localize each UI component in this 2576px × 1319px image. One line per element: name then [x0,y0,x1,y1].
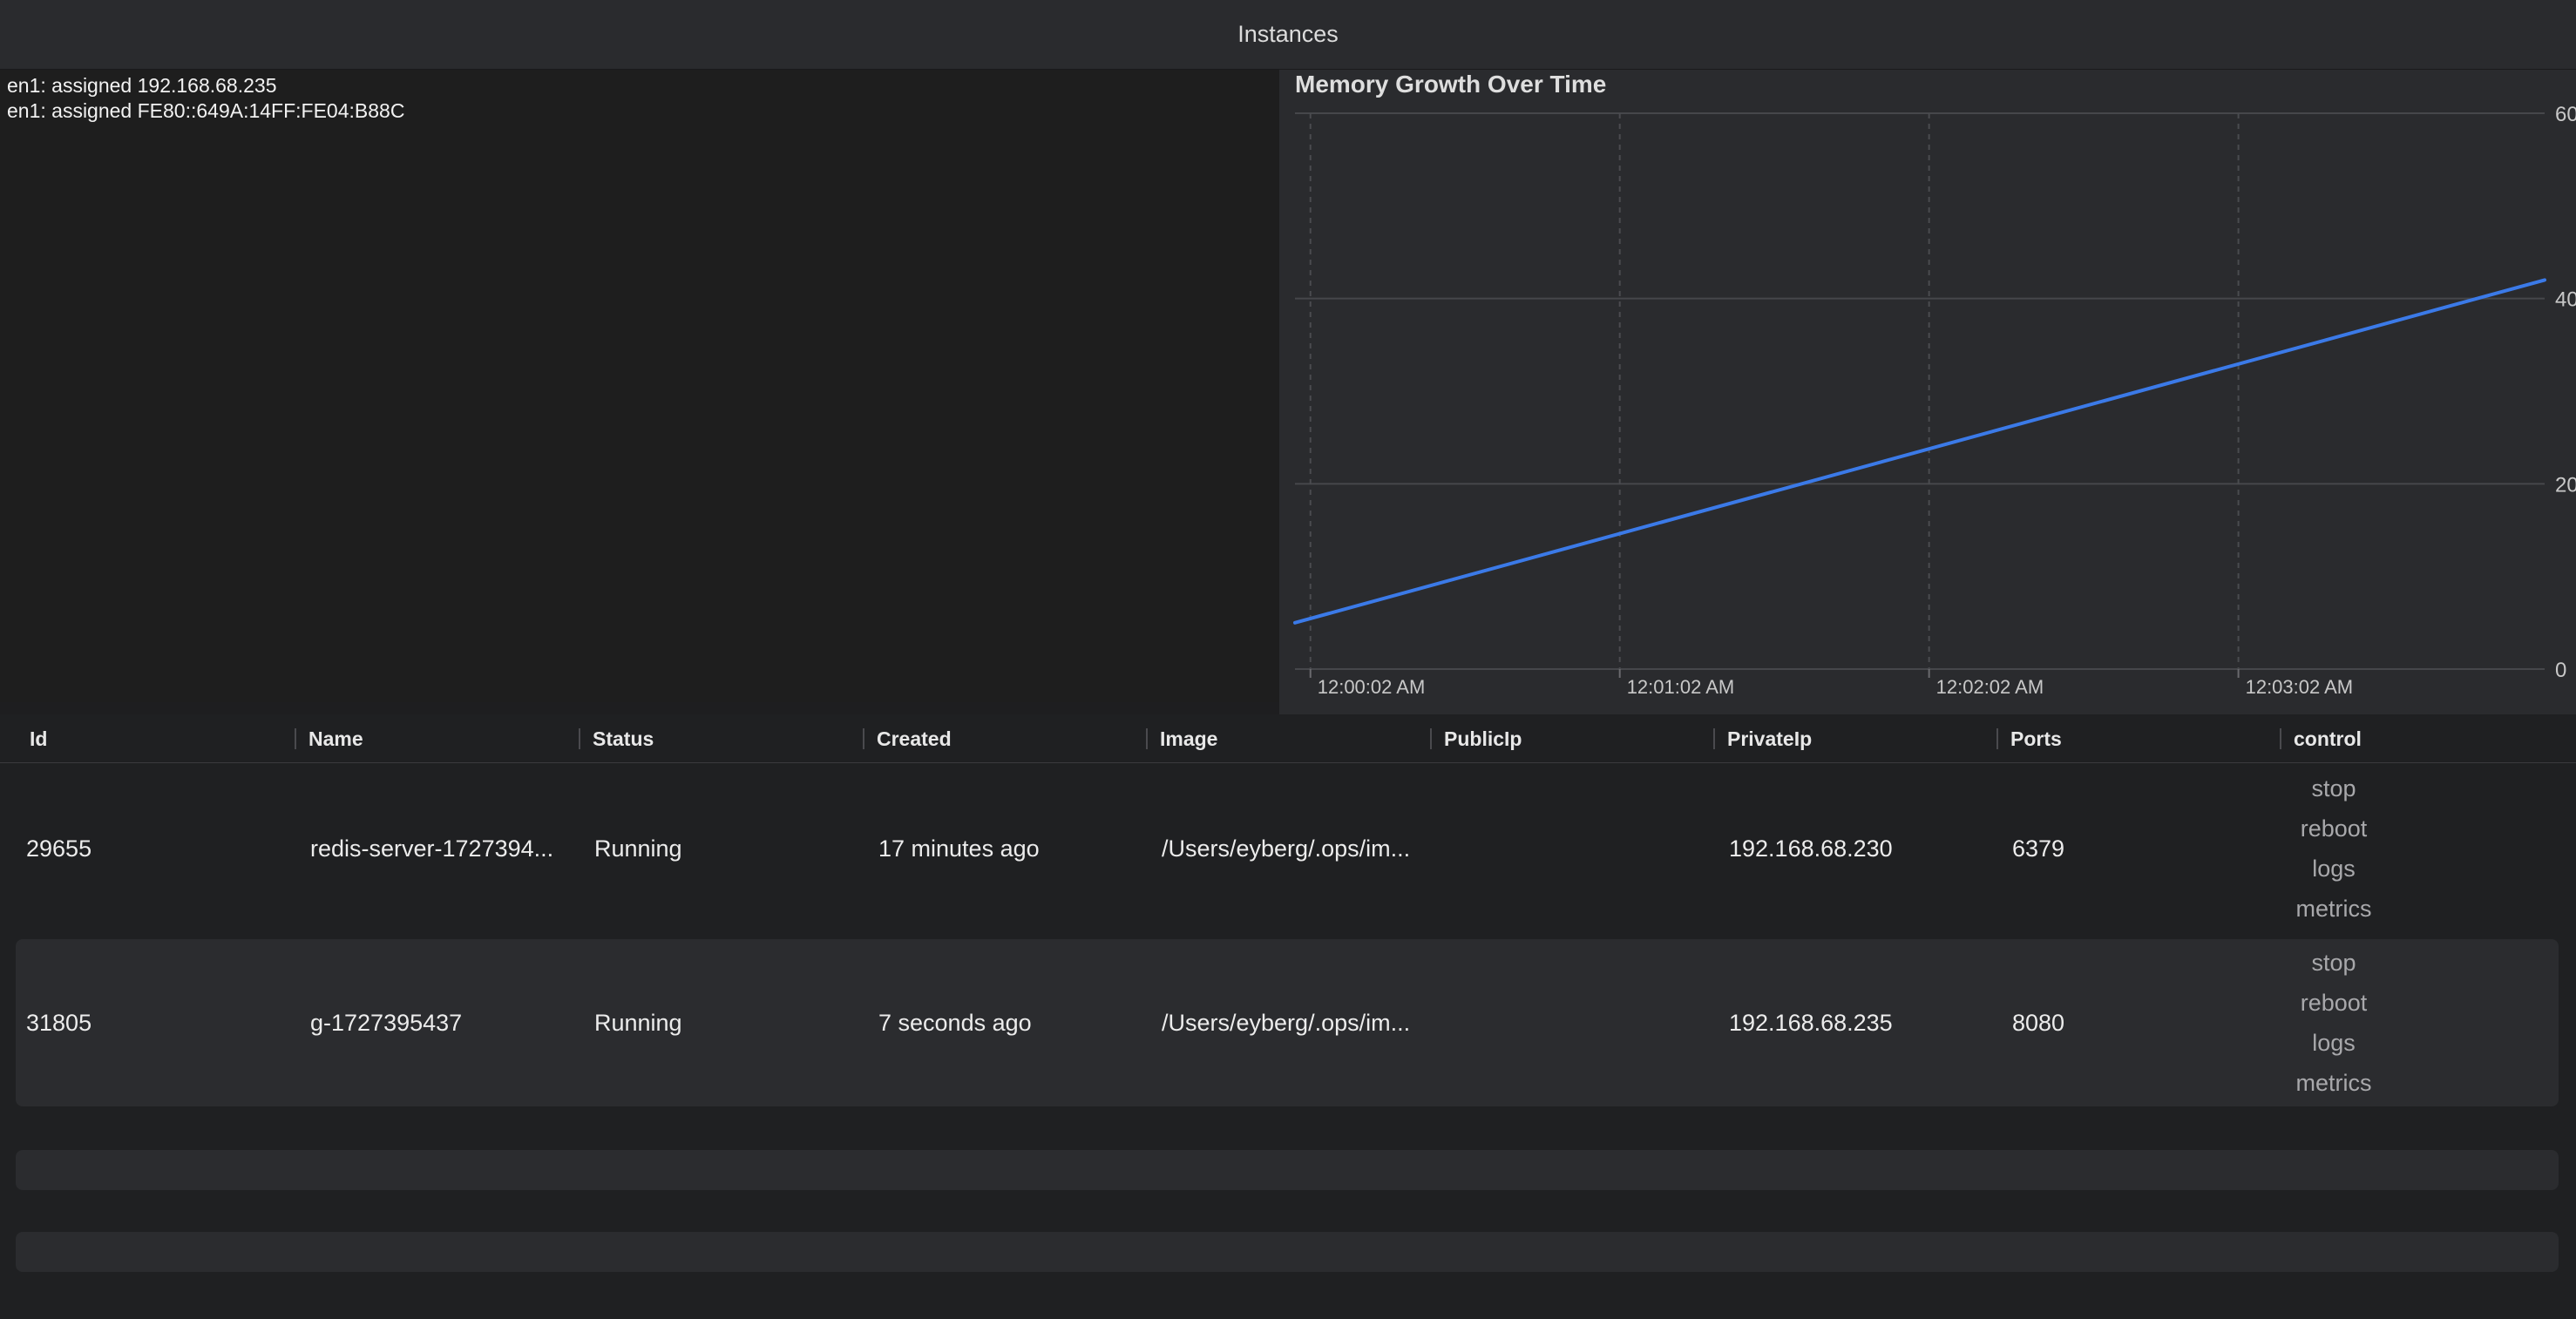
cell-private-ip: 192.168.68.230 [1729,835,1893,862]
y-tick-label: 0 [2555,659,2566,682]
cell-status: Running [594,1010,682,1036]
row-controls: stop reboot logs metrics [2264,765,2403,932]
window-title: Instances [1237,21,1339,47]
cell-created: 17 minutes ago [878,835,1040,862]
column-header-status[interactable]: Status [579,714,863,763]
x-tick-label: 12:02:02 AM [1936,676,2044,698]
table-row[interactable]: 29655 redis-server-1727394... Running 17… [16,765,2559,932]
chart-title: Memory Growth Over Time [1295,71,1607,98]
memory-chart-panel: 0 20 40 60 12:00:02 AM 12:01:02 AM 12:02:02 AM… [1279,70,2576,714]
reboot-button[interactable]: reboot [2300,815,2368,842]
cell-image: /Users/eyberg/.ops/im... [1162,1010,1411,1036]
console-output: en1: assigned 192.168.68.235 en1: assign… [0,70,1279,702]
logs-button[interactable]: logs [2312,856,2356,882]
table-header: Id Name Status Created Image PublicIp Pr… [0,714,2576,763]
metrics-button[interactable]: metrics [2295,896,2372,922]
column-header-private-ip[interactable]: PrivateIp [1713,714,1996,763]
series-line-memory [1293,278,2546,625]
cell-id: 29655 [26,835,92,862]
x-tick-label: 12:00:02 AM [1318,676,1426,698]
window-titlebar: Instances [0,0,2576,70]
cell-public-ip [1446,765,1707,932]
cell-name: redis-server-1727394... [310,835,554,862]
x-tick-label: 12:01:02 AM [1627,676,1735,698]
table-row[interactable]: 31805 g-1727395437 Running 7 seconds ago… [16,939,2559,1106]
cell-ports: 8080 [2012,1010,2065,1036]
row-controls: stop reboot logs metrics [2264,939,2403,1106]
column-header-ports[interactable]: Ports [1996,714,2280,763]
cell-id: 31805 [26,1010,92,1036]
column-header-control[interactable]: control [2280,714,2559,763]
cell-public-ip [1446,939,1707,1106]
cell-created: 7 seconds ago [878,1010,1032,1036]
stop-button[interactable]: stop [2311,775,2356,802]
console-line: en1: assigned 192.168.68.235 [7,74,277,97]
metrics-button[interactable]: metrics [2295,1070,2372,1096]
reboot-button[interactable]: reboot [2300,990,2368,1016]
column-header-name[interactable]: Name [295,714,579,763]
empty-table-row [16,1150,2559,1190]
y-tick-label: 40 [2555,288,2576,312]
cell-name: g-1727395437 [310,1010,463,1036]
y-tick-label: 20 [2555,473,2576,497]
cell-ports: 6379 [2012,835,2065,862]
column-header-id[interactable]: Id [30,727,48,750]
empty-table-row [16,1232,2559,1272]
cell-image: /Users/eyberg/.ops/im... [1162,835,1411,862]
cell-status: Running [594,835,682,862]
instances-table: Id Name Status Created Image PublicIp Pr… [0,714,2576,1319]
column-header-created[interactable]: Created [863,714,1146,763]
cell-private-ip: 192.168.68.235 [1729,1010,1893,1036]
memory-chart: 0 20 40 60 12:00:02 AM 12:01:02 AM 12:02:02 AM… [1293,103,2576,698]
x-tick-label: 12:03:02 AM [2246,676,2354,698]
stop-button[interactable]: stop [2311,950,2356,976]
column-header-image[interactable]: Image [1146,714,1430,763]
console-line: en1: assigned FE80::649A:14FF:FE04:B88C [7,99,405,122]
column-header-public-ip[interactable]: PublicIp [1430,714,1713,763]
y-tick-label: 60 [2555,103,2576,126]
logs-button[interactable]: logs [2312,1030,2356,1056]
